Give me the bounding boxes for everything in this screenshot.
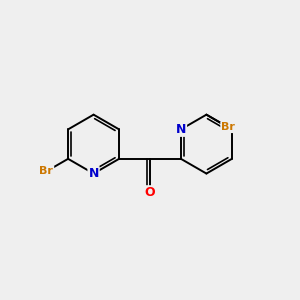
Text: Br: Br [221,122,235,132]
Text: N: N [176,123,186,136]
Text: Br: Br [40,166,53,176]
Text: N: N [88,167,99,180]
Text: O: O [145,186,155,199]
